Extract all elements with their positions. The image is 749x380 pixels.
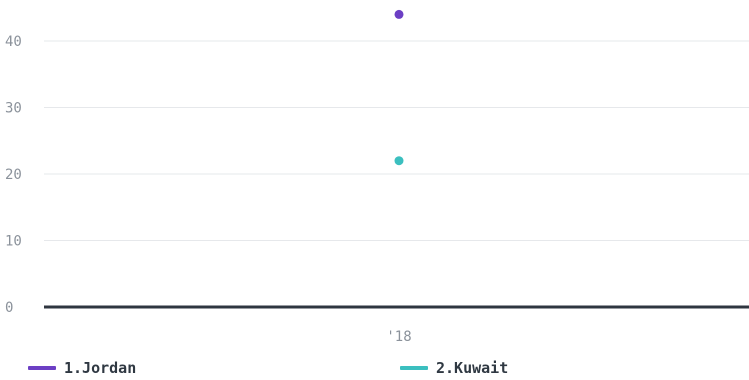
grid-lines xyxy=(44,40,749,241)
point-kuwait-0[interactable] xyxy=(394,156,404,166)
y-tick-label-10: 10 xyxy=(5,234,22,250)
x-axis-ticks: '18 xyxy=(386,329,411,345)
data-points xyxy=(394,9,404,166)
chart: 0 10 20 30 40 '18 xyxy=(5,9,749,345)
y-tick-label-0: 0 xyxy=(5,300,13,316)
legend-item-jordan[interactable]: 1.Jordan xyxy=(28,356,136,380)
point-jordan-0[interactable] xyxy=(394,9,404,19)
y-tick-label-20: 20 xyxy=(5,167,22,183)
y-tick-label-40: 40 xyxy=(5,34,22,50)
legend-swatch-kuwait xyxy=(400,366,428,370)
legend: 1.Jordan 2.Kuwait xyxy=(0,356,749,380)
x-tick-label-0: '18 xyxy=(386,329,411,345)
y-tick-label-30: 30 xyxy=(5,101,22,117)
legend-label-kuwait: 2.Kuwait xyxy=(436,359,509,377)
legend-label-jordan: 1.Jordan xyxy=(64,359,137,377)
legend-item-kuwait[interactable]: 2.Kuwait xyxy=(400,356,508,380)
y-axis-ticks: 0 10 20 30 40 xyxy=(5,34,22,316)
legend-swatch-jordan xyxy=(28,366,56,370)
